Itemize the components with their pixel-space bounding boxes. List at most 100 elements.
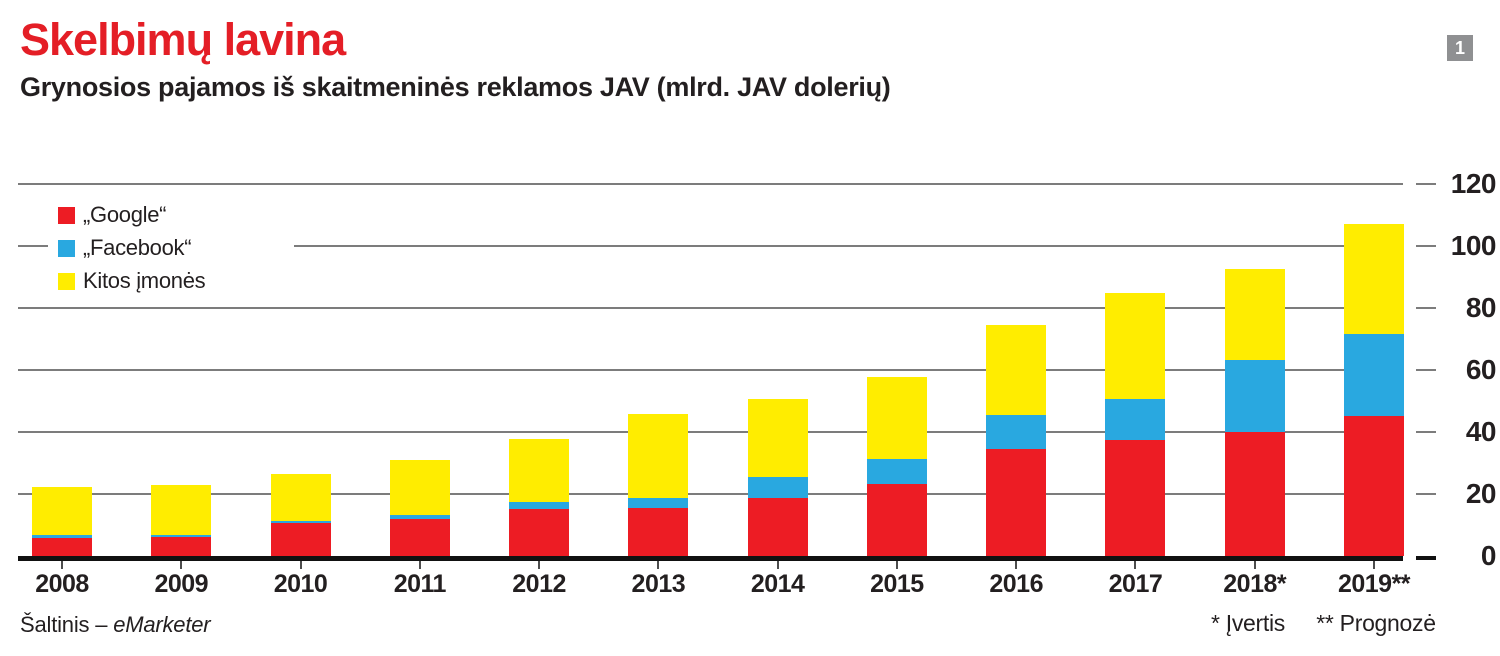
bar-2009-segment-others — [151, 485, 212, 535]
page-title: Skelbimų lavina — [20, 14, 346, 65]
y-axis-label-120: 120 — [1450, 168, 1497, 199]
x-axis-tick-2018 — [1253, 561, 1256, 569]
footnote-estimate: * Įvertis — [1211, 610, 1285, 636]
bar-2018-segment-others — [1224, 268, 1285, 360]
source-note: Šaltinis – eMarketer — [20, 612, 211, 638]
x-axis-tick-2017 — [1134, 561, 1137, 569]
x-axis-tick-2019 — [1373, 561, 1375, 569]
gridline-20 — [18, 493, 1403, 495]
x-axis-tick-2009 — [180, 561, 183, 569]
source-prefix: Šaltinis – — [20, 612, 114, 637]
bar-2018-segment-google — [1224, 432, 1285, 556]
bar-2012-segment-others — [509, 438, 570, 502]
legend-label: Kitos įmonės — [83, 268, 206, 293]
legend-swatch-icon — [58, 206, 75, 224]
x-axis-label-2017: 2017 — [1108, 570, 1163, 598]
bar-2013-segment-facebook — [628, 498, 689, 508]
bar-2010-segment-facebook — [270, 520, 331, 523]
legend-item-facebook: „Facebook“ — [58, 235, 294, 261]
x-axis-tick-2008 — [61, 561, 63, 569]
y-axis-label-0: 0 — [1480, 540, 1497, 571]
y-axis-tick-100 — [1416, 245, 1436, 247]
legend-label: „Facebook“ — [83, 235, 192, 260]
legend-label: „Google“ — [83, 202, 167, 227]
bar-2014-segment-google — [747, 497, 808, 556]
x-axis-label-2010: 2010 — [273, 570, 328, 598]
page-number-badge: 1 — [1447, 35, 1473, 61]
bar-2011-segment-facebook — [389, 515, 450, 519]
legend-swatch-icon — [58, 272, 75, 290]
bar-2013-segment-others — [628, 413, 689, 499]
bar-2011-segment-others — [389, 460, 450, 516]
x-axis-label-2016: 2016 — [989, 570, 1043, 598]
bar-2019-segment-google — [1344, 415, 1404, 556]
x-axis-tick-2012 — [538, 561, 541, 569]
bar-2017-segment-others — [1105, 292, 1166, 400]
y-axis-tick-80 — [1416, 307, 1436, 309]
y-axis-tick-60 — [1416, 369, 1436, 371]
x-axis-tick-2010 — [299, 561, 302, 569]
legend-item-others: Kitos įmonės — [58, 268, 294, 294]
bar-2010-segment-google — [270, 522, 331, 556]
bar-2009-segment-google — [151, 537, 212, 556]
x-axis-label-2013: 2013 — [631, 570, 686, 598]
x-axis-tick-2016 — [1015, 561, 1018, 569]
page-subtitle: Grynosios pajamos iš skaitmeninės reklam… — [20, 72, 891, 102]
legend-swatch-icon — [58, 239, 75, 257]
x-axis-label-2012: 2012 — [512, 570, 566, 598]
source-name: eMarketer — [113, 612, 211, 637]
bar-2014-segment-others — [747, 399, 808, 478]
chart-legend: „Google“ „Facebook“ Kitos įmonės — [48, 196, 294, 300]
gridline-40 — [18, 431, 1403, 433]
y-axis-label-40: 40 — [1465, 416, 1497, 447]
x-axis-label-2018: 2018* — [1223, 570, 1287, 598]
gridline-120 — [18, 183, 1403, 185]
bar-2008-segment-google — [32, 538, 92, 556]
bar-2014-segment-facebook — [747, 477, 808, 498]
bar-2012-segment-google — [509, 508, 570, 556]
bar-2018-segment-facebook — [1224, 359, 1285, 432]
y-axis-tick-40 — [1416, 431, 1436, 433]
x-axis-label-2015: 2015 — [870, 570, 924, 598]
gridline-60 — [18, 369, 1403, 371]
bar-2016-segment-google — [986, 449, 1047, 556]
y-axis-label-60: 60 — [1465, 354, 1497, 385]
y-axis-label-20: 20 — [1465, 478, 1497, 509]
bar-2008-segment-facebook — [32, 534, 92, 539]
gridline-100 — [18, 245, 1403, 247]
y-axis-tick-20 — [1416, 493, 1436, 495]
bar-2010-segment-others — [270, 474, 331, 521]
bar-2019-segment-facebook — [1344, 334, 1404, 416]
x-axis-tick-2014 — [776, 561, 779, 569]
y-axis-label-100: 100 — [1450, 230, 1497, 261]
x-axis-label-2009: 2009 — [154, 570, 209, 598]
bar-2017-segment-google — [1105, 439, 1166, 556]
bar-2019-segment-others — [1344, 223, 1404, 335]
bar-2013-segment-google — [628, 507, 689, 556]
bar-2008-segment-others — [32, 486, 92, 535]
x-axis-label-2011: 2011 — [393, 570, 447, 598]
bar-2015-segment-facebook — [866, 459, 927, 484]
gridline-80 — [18, 307, 1403, 309]
y-axis-label-80: 80 — [1465, 292, 1497, 323]
bar-2017-segment-facebook — [1105, 399, 1166, 440]
legend-item-google: „Google“ — [58, 202, 294, 228]
bar-2015-segment-others — [866, 376, 927, 460]
x-axis-tick-2011 — [418, 561, 421, 569]
x-axis-label-2008: 2008 — [35, 570, 89, 598]
bar-2015-segment-google — [866, 483, 927, 556]
x-axis-tick-2015 — [895, 561, 898, 569]
bar-2016-segment-facebook — [986, 414, 1047, 450]
bar-2012-segment-facebook — [509, 501, 570, 509]
y-axis-tick-120 — [1416, 183, 1436, 185]
x-axis-label-2019: 2019** — [1337, 570, 1411, 598]
y-axis-tick-0 — [1416, 556, 1436, 560]
x-axis-tick-2013 — [657, 561, 660, 569]
x-axis-label-2014: 2014 — [750, 570, 805, 598]
bar-2009-segment-facebook — [151, 534, 212, 538]
bar-2016-segment-others — [986, 324, 1047, 415]
x-axis-line — [18, 556, 1403, 561]
footnote-forecast: ** Prognozė — [1316, 610, 1436, 636]
bar-2011-segment-google — [389, 518, 450, 556]
